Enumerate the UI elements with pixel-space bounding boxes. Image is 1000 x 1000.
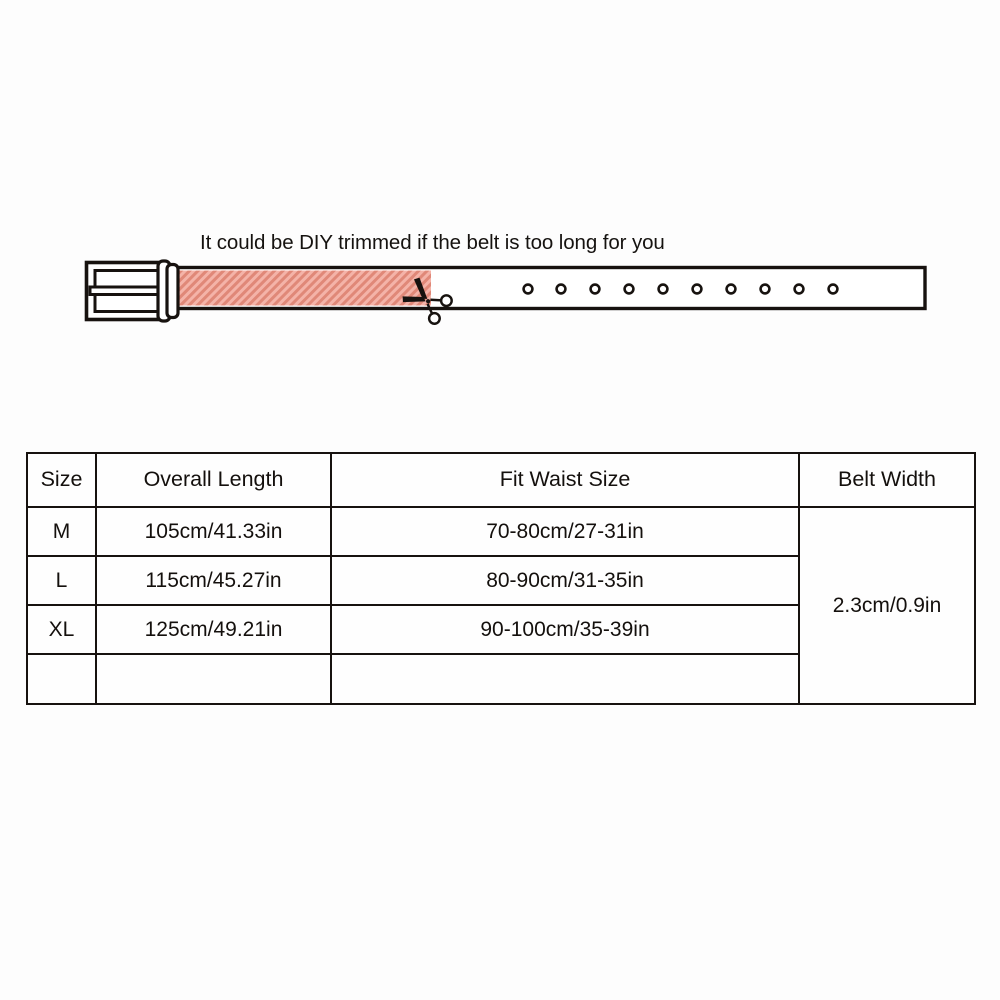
size-chart-table: Size Overall Length Fit Waist Size Belt … [26,452,976,705]
cell-length: 125cm/49.21in [95,604,332,655]
belt-holes [522,283,839,295]
table-row: L 115cm/45.27in 80-90cm/31-35in [26,555,975,606]
trim-region [171,270,431,306]
header-belt-width: Belt Width [798,452,976,508]
cell-length [95,653,332,705]
belt-illustration: It could be DIY trimmed if the belt is t… [0,0,1000,440]
cell-size: M [26,506,97,557]
header-size: Size [26,452,97,508]
table-header-row: Size Overall Length Fit Waist Size Belt … [26,452,976,508]
cell-belt-width: 2.3cm/0.9in [798,506,976,705]
header-overall-length: Overall Length [95,452,332,508]
cell-length: 115cm/45.27in [95,555,332,606]
cell-waist [330,653,800,705]
belt-buckle [84,260,168,322]
cell-size: L [26,555,97,606]
cell-size: XL [26,604,97,655]
diy-trim-note: It could be DIY trimmed if the belt is t… [200,231,665,254]
cell-waist: 70-80cm/27-31in [330,506,800,557]
table-row-empty [26,653,975,705]
cell-size [26,653,97,705]
cell-waist: 80-90cm/31-35in [330,555,800,606]
table-row: XL 125cm/49.21in 90-100cm/35-39in [26,604,975,655]
table-row: M 105cm/41.33in 70-80cm/27-31in 2.3cm/0.… [26,506,976,705]
header-fit-waist-size: Fit Waist Size [330,452,800,508]
scissors-icon [402,277,453,325]
belt-diagram-svg [84,259,927,325]
cell-waist: 90-100cm/35-39in [330,604,800,655]
cell-length: 105cm/41.33in [95,506,332,557]
belt-keeper-loop [156,259,180,323]
